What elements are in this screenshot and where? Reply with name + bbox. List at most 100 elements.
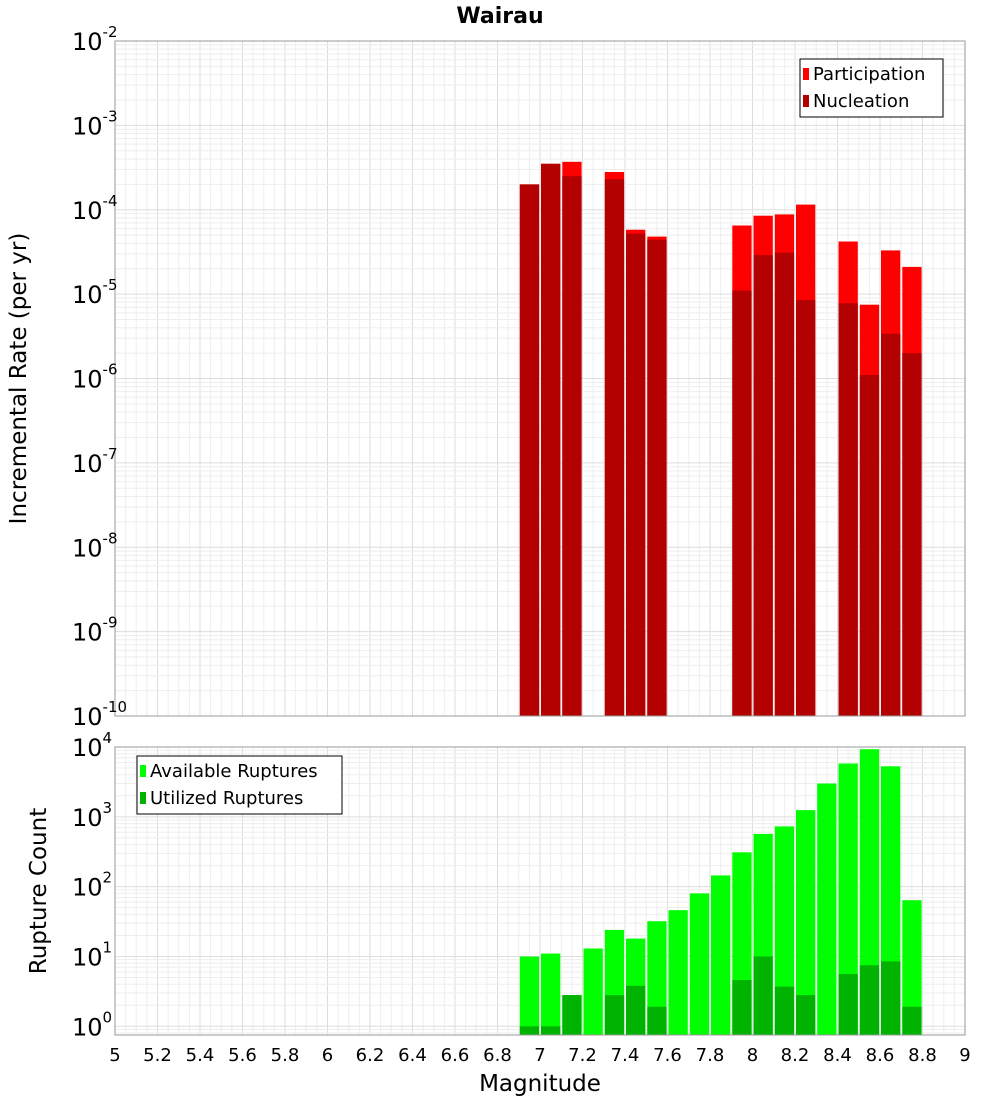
y-tick-label: 10-2	[72, 23, 118, 56]
x-tick-label: 7.4	[611, 1045, 640, 1066]
x-tick-label: 5.8	[271, 1045, 300, 1066]
plot-frame	[114, 746, 966, 1036]
y-tick-label: 10-4	[72, 192, 118, 225]
bar	[647, 1006, 667, 1035]
series-utilized-ruptures	[519, 956, 922, 1035]
bar	[902, 353, 922, 716]
x-tick-label: 7	[534, 1045, 545, 1066]
series-nucleation	[519, 163, 922, 717]
x-tick-label: 5.6	[228, 1045, 257, 1066]
bar	[796, 810, 816, 1035]
y-tick-label: 102	[72, 869, 112, 902]
y-tick-label: 104	[72, 729, 112, 762]
legend-label: Participation	[813, 64, 925, 85]
bar	[838, 763, 858, 1035]
x-tick-label: 8.6	[866, 1045, 895, 1066]
bar	[519, 1026, 540, 1035]
bar	[732, 980, 752, 1035]
bar	[519, 956, 540, 1035]
bar	[732, 290, 752, 716]
bar	[711, 875, 731, 1035]
grid-lines	[114, 40, 966, 717]
legend-swatch	[803, 95, 809, 107]
bar	[859, 375, 880, 716]
x-tick-label: 6.6	[441, 1045, 470, 1066]
y-tick-label: 10-10	[72, 698, 127, 731]
bar	[902, 900, 922, 1035]
bar	[541, 163, 561, 717]
x-tick-label: 8.8	[908, 1045, 937, 1066]
legend-label: Available Ruptures	[150, 761, 318, 782]
legend-label: Nucleation	[813, 91, 909, 112]
bar	[753, 255, 773, 716]
y-tick-label: 10-3	[72, 107, 118, 140]
bar	[689, 893, 710, 1035]
x-axis-ticks: 5 5.2 5.4 5.6 5.8 6 6.2 6.4 6.6 6.8 7 7.2 7.4 7.6 7.8 8…	[109, 1045, 970, 1066]
y-tick-label: 10-9	[72, 614, 118, 647]
x-tick-label: 8.2	[781, 1045, 810, 1066]
y-tick-label: 10-5	[72, 276, 118, 309]
y-axis-label: Incremental Rate (per yr)	[6, 233, 32, 525]
x-tick-label: 5.2	[143, 1045, 172, 1066]
bar	[796, 995, 816, 1035]
y-tick-label: 100	[72, 1008, 112, 1041]
legend: Participation Nucleation	[799, 58, 944, 118]
x-tick-label: 6	[322, 1045, 333, 1066]
y-axis-label: Rupture Count	[26, 808, 52, 974]
chart-title: Wairau	[456, 4, 543, 29]
legend-swatch	[140, 765, 146, 777]
bar	[562, 995, 582, 1035]
y-tick-label: 10-8	[72, 529, 118, 562]
bar	[604, 995, 625, 1035]
x-tick-label: 5	[109, 1045, 120, 1066]
bar	[519, 184, 540, 716]
bar	[796, 300, 816, 716]
legend-swatch	[140, 792, 146, 804]
y-axis-ticks: 104 103 102 101 100	[72, 729, 112, 1041]
x-axis-label: Magnitude	[479, 1071, 601, 1097]
bar	[774, 986, 795, 1035]
bar	[541, 953, 561, 1035]
bar	[626, 233, 646, 716]
y-tick-label: 101	[72, 939, 112, 972]
bar	[541, 1026, 561, 1035]
bar	[668, 910, 688, 1035]
x-tick-label: 7.8	[696, 1045, 725, 1066]
legend-swatch	[803, 68, 809, 80]
y-axis-ticks: 10-2 10-3 10-4 10-5 10-6 10-7 10-8 10-9 10-10	[72, 23, 127, 731]
bar	[838, 974, 858, 1035]
x-tick-label: 8	[747, 1045, 758, 1066]
legend: Available Ruptures Utilized Ruptures	[136, 755, 343, 815]
bar	[881, 961, 901, 1035]
bar	[604, 179, 625, 716]
bar	[583, 948, 603, 1035]
legend-box	[799, 58, 944, 118]
x-tick-label: 6.8	[483, 1045, 512, 1066]
bar	[838, 303, 858, 716]
x-tick-label: 8.4	[823, 1045, 852, 1066]
plot-frame	[114, 40, 966, 717]
panel-0: 10-2 10-3 10-4 10-5 10-6 10-7 10-8 10-9 10-10 Inc…	[6, 23, 966, 731]
x-tick-label: 9	[959, 1045, 970, 1066]
bar	[562, 176, 582, 716]
bar	[647, 921, 667, 1035]
x-tick-label: 6.2	[356, 1045, 385, 1066]
x-tick-label: 5.4	[186, 1045, 215, 1066]
bar	[902, 1006, 922, 1035]
legend-box	[136, 755, 343, 815]
x-tick-label: 7.2	[568, 1045, 597, 1066]
y-tick-label: 103	[72, 799, 112, 832]
bar	[859, 749, 880, 1035]
bar	[774, 252, 795, 716]
panel-1: 104 103 102 101 100 Rupture Count Available Ru…	[26, 729, 966, 1041]
bar	[753, 956, 773, 1035]
bar	[647, 239, 667, 717]
legend-label: Utilized Ruptures	[150, 788, 303, 809]
x-tick-label: 6.4	[398, 1045, 427, 1066]
bar	[774, 826, 795, 1035]
bar	[881, 333, 901, 716]
y-tick-label: 10-6	[72, 361, 118, 394]
bar	[859, 965, 880, 1035]
